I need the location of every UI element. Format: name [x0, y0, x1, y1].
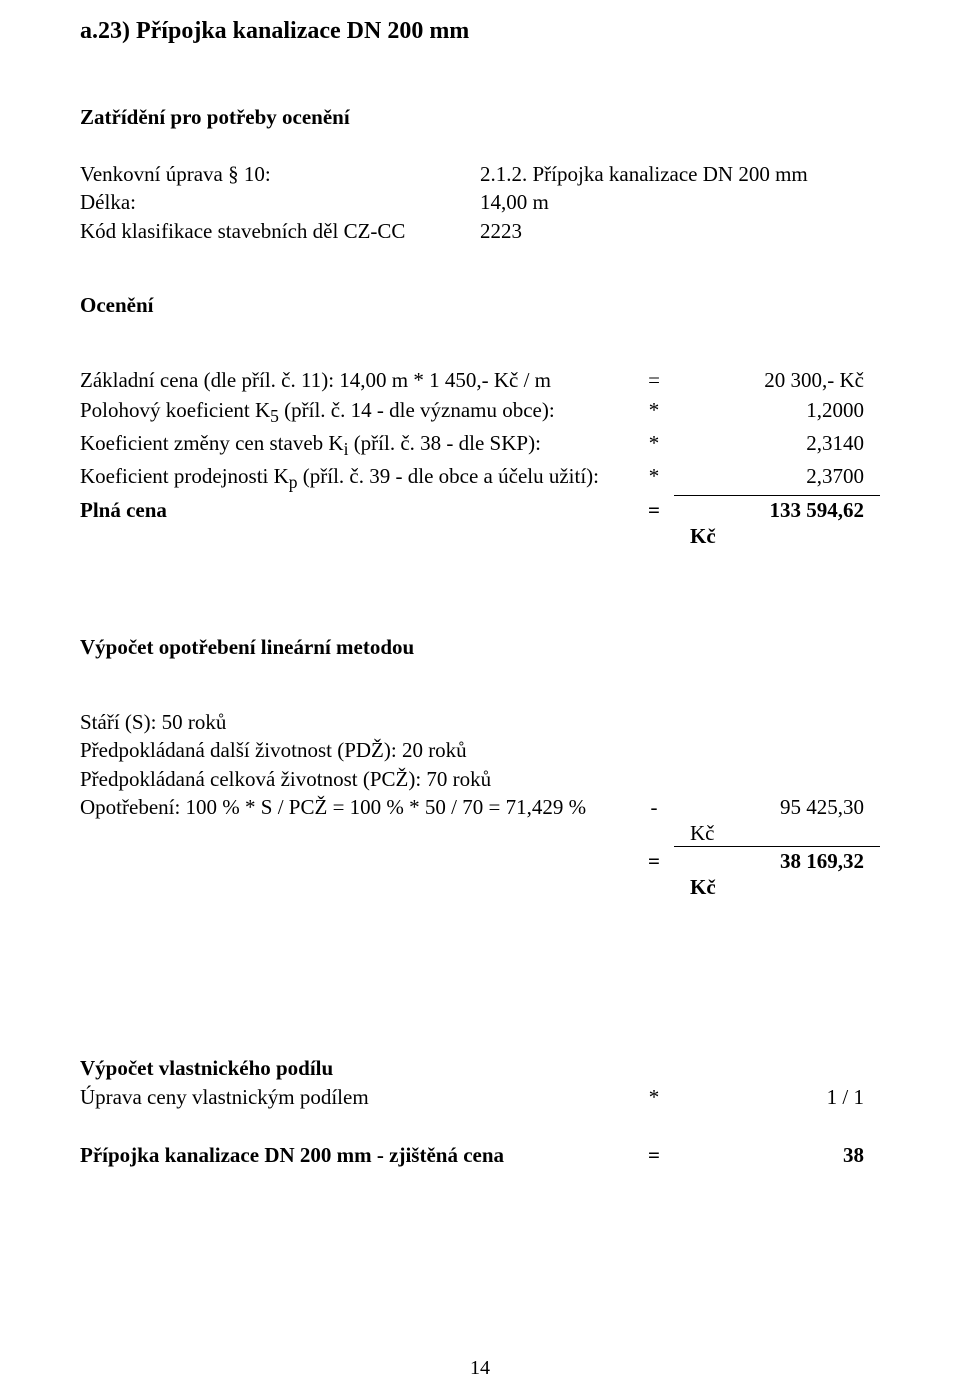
calc-val: 20 300,- Kč: [674, 366, 880, 396]
zatrideni-heading: Zatřídění pro potřeby ocenění: [80, 105, 880, 130]
opotrebeni-line: Stáří (S): 50 roků: [80, 708, 880, 736]
calc-op: =: [634, 1141, 674, 1171]
opotrebeni-line: Předpokládaná další životnost (PDŽ): 20 …: [80, 736, 880, 764]
calc-desc: Koeficient prodejnosti Kp (příl. č. 39 -…: [80, 462, 634, 495]
zatrideni-label: Délka:: [80, 188, 480, 216]
oceneni-block: Základní cena (dle příl. č. 11): 14,00 m…: [80, 366, 880, 549]
page-number: 14: [0, 1357, 960, 1380]
spacer: [80, 875, 644, 900]
spacer: [80, 906, 880, 1056]
spacer: [80, 1119, 880, 1141]
calc-row: Základní cena (dle příl. č. 11): 14,00 m…: [80, 366, 880, 396]
calc-desc: Polohový koeficient K5 (příl. č. 14 - dl…: [80, 396, 634, 429]
zatrideni-row: Kód klasifikace stavebních děl CZ-CC 222…: [80, 217, 880, 245]
calc-op: *: [634, 462, 674, 492]
calc-row-final: Přípojka kanalizace DN 200 mm - zjištěná…: [80, 1141, 880, 1171]
zatrideni-label: Kód klasifikace stavebních děl CZ-CC: [80, 217, 480, 245]
calc-desc: Základní cena (dle příl. č. 11): 14,00 m…: [80, 366, 634, 396]
calc-row-total: Plná cena = 133 594,62: [80, 495, 880, 526]
calc-val: 1,2000: [674, 396, 880, 426]
oceneni-heading: Ocenění: [80, 293, 880, 318]
calc-op: *: [634, 429, 674, 459]
calc-val: 2,3140: [674, 429, 880, 459]
podil-heading: Výpočet vlastnického podílu: [80, 1056, 880, 1081]
kc-line: Kč: [80, 524, 880, 549]
kc-line: Kč: [80, 821, 880, 846]
zatrideni-value: 14,00 m: [480, 188, 680, 216]
calc-val: 2,3700: [674, 462, 880, 492]
currency-label: Kč: [684, 821, 880, 846]
calc-row-total: = 38 169,32: [80, 846, 880, 877]
page: a.23) Přípojka kanalizace DN 200 mm Zatř…: [0, 0, 960, 1398]
calc-op: =: [634, 496, 674, 526]
currency-label: Kč: [684, 875, 880, 900]
spacer: [80, 821, 644, 846]
zatrideni-label: Venkovní úprava § 10:: [80, 160, 480, 188]
zatrideni-value: 2223: [480, 217, 680, 245]
opotrebeni-heading: Výpočet opotřebení lineární metodou: [80, 635, 880, 660]
zatrideni-row: Venkovní úprava § 10: 2.1.2. Přípojka ka…: [80, 160, 880, 188]
calc-op: *: [634, 396, 674, 426]
spacer: [644, 821, 684, 846]
calc-val: 95 425,30: [674, 793, 880, 823]
podil-block: Úprava ceny vlastnickým podílem * 1 / 1: [80, 1083, 880, 1113]
calc-val: 1 / 1: [674, 1083, 880, 1113]
calc-desc: Opotřebení: 100 % * S / PCŽ = 100 % * 50…: [80, 793, 634, 823]
calc-desc: Přípojka kanalizace DN 200 mm - zjištěná…: [80, 1141, 634, 1171]
kc-line: Kč: [80, 875, 880, 900]
calc-op: =: [634, 366, 674, 396]
spacer: [80, 524, 644, 549]
page-title: a.23) Přípojka kanalizace DN 200 mm: [80, 18, 880, 45]
zatrideni-row: Délka: 14,00 m: [80, 188, 880, 216]
calc-val: 133 594,62: [674, 495, 880, 526]
opotrebeni-line: Předpokládaná celková životnost (PCŽ): 7…: [80, 765, 880, 793]
calc-op: =: [634, 847, 674, 877]
currency-label: Kč: [684, 524, 880, 549]
calc-op: *: [634, 1083, 674, 1113]
spacer: [80, 555, 880, 635]
spacer: [644, 524, 684, 549]
calc-op: -: [634, 793, 674, 823]
calc-row: Polohový koeficient K5 (příl. č. 14 - dl…: [80, 396, 880, 429]
zatrideni-value: 2.1.2. Přípojka kanalizace DN 200 mm: [480, 160, 808, 188]
calc-desc: Koeficient změny cen staveb Ki (příl. č.…: [80, 429, 634, 462]
calc-row: Opotřebení: 100 % * S / PCŽ = 100 % * 50…: [80, 793, 880, 823]
spacer: [644, 875, 684, 900]
opotrebeni-block: Opotřebení: 100 % * S / PCŽ = 100 % * 50…: [80, 793, 880, 900]
calc-desc: Plná cena: [80, 496, 634, 526]
calc-row: Koeficient změny cen staveb Ki (příl. č.…: [80, 429, 880, 462]
calc-desc: Úprava ceny vlastnickým podílem: [80, 1083, 634, 1113]
calc-row: Koeficient prodejnosti Kp (příl. č. 39 -…: [80, 462, 880, 495]
calc-val: 38: [674, 1141, 880, 1171]
calc-row: Úprava ceny vlastnickým podílem * 1 / 1: [80, 1083, 880, 1113]
calc-val: 38 169,32: [674, 846, 880, 877]
zatrideni-block: Venkovní úprava § 10: 2.1.2. Přípojka ka…: [80, 160, 880, 245]
